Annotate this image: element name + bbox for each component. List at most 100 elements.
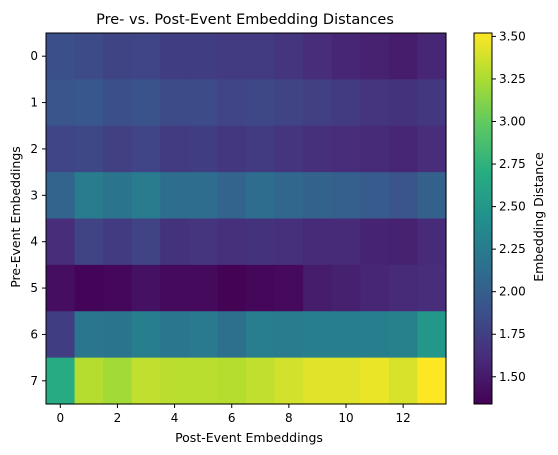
heatmap-cell [246,172,276,220]
heatmap-cell [74,125,104,173]
heatmap-cell [160,264,190,312]
heatmap-cell [217,311,247,359]
colorbar-tick-label: 2.00 [499,285,526,299]
heatmap-cell [46,125,76,173]
heatmap-cell [103,79,133,127]
heatmap-cell [74,79,104,127]
y-tick-label: 4 [30,235,38,249]
heatmap-cell [360,125,390,173]
heatmap-cell [417,311,447,359]
heatmap-cell [331,357,361,405]
colorbar-tick-label: 2.25 [499,242,526,256]
colorbar-ticks: 1.50 1.75 2.00 2.25 2.50 2.75 3.00 3.25 3.50 [492,29,526,384]
x-tick-label: 8 [285,411,293,425]
heatmap-cell [188,264,219,312]
heatmap-cell [417,33,447,80]
heatmap-cell [246,125,276,173]
heatmap-cell [274,311,304,359]
heatmap-cell [331,33,361,80]
colorbar-tick-label: 2.75 [499,157,526,171]
chart-title: Pre- vs. Post-Event Embedding Distances [96,12,394,28]
y-axis-ticks: 0 1 2 3 4 5 6 7 [30,49,46,388]
heatmap-cell [331,311,361,359]
heatmap-cell [217,357,247,405]
heatmap-cell [360,79,390,127]
heatmap-cell [417,218,447,266]
colorbar-tick-label: 2.50 [499,200,526,214]
y-tick-label: 3 [30,188,38,202]
heatmap-cell [46,264,76,312]
heatmap-cell [103,264,133,312]
heatmap-cell [246,264,276,312]
heatmap-cell [303,172,333,220]
heatmap-cell [360,33,390,80]
heatmap-cell [131,264,161,312]
heatmap-cell [360,218,390,266]
heatmap-cell [274,172,304,220]
x-axis-ticks: 0 2 4 6 8 10 12 [56,404,411,425]
colorbar-tick-label: 3.50 [499,29,526,43]
heatmap-cell [303,125,333,173]
heatmap-cell [103,357,133,405]
heatmap-cell [74,357,104,405]
heatmap-cell [303,79,333,127]
heatmap-cell [46,172,76,220]
heatmap-cell [160,218,190,266]
heatmap-cell [303,33,333,80]
heatmap-cell [217,79,247,127]
x-tick-label: 10 [338,411,353,425]
heatmap-cell [360,311,390,359]
heatmap-cell [331,264,361,312]
heatmap-cell [103,311,133,359]
heatmap-cell [46,311,76,359]
heatmap-cell [331,125,361,173]
heatmap-cell [417,264,447,312]
y-tick-label: 6 [30,327,38,341]
heatmap-cell [131,33,161,80]
heatmap-cell [160,79,190,127]
heatmap-cell [46,79,76,127]
heatmap-cell [360,357,390,405]
heatmap-cell [74,311,104,359]
heatmap-cell [217,125,247,173]
x-tick-label: 0 [56,411,64,425]
heatmap-cell [188,125,219,173]
heatmap-cell [131,125,161,173]
heatmap-cell [103,172,133,220]
colorbar-label: Embedding Distance [531,152,546,282]
heatmap-cell [417,172,447,220]
heatmap-cell [246,357,276,405]
heatmap-cell [417,79,447,127]
heatmap-cell [274,125,304,173]
heatmap-cell [131,218,161,266]
heatmap-cell [331,79,361,127]
heatmap-cell [417,357,447,405]
heatmap-cell [274,357,304,405]
heatmap-cell [46,33,76,80]
heatmap-cell [331,172,361,220]
heatmap-cell [103,33,133,80]
heatmap-cell [160,357,190,405]
heatmap-cell [160,125,190,173]
heatmap-cell [188,357,219,405]
heatmap-cell [246,311,276,359]
heatmap-cell [188,218,219,266]
heatmap-cell [303,264,333,312]
heatmap-cell [388,311,419,359]
heatmap-cell [74,218,104,266]
heatmap-cell [246,33,276,80]
colorbar-tick-label: 3.25 [499,72,526,86]
y-axis-label: Pre-Event Embeddings [8,146,23,288]
x-axis-label: Post-Event Embeddings [175,430,323,445]
x-tick-label: 12 [396,411,411,425]
heatmap-cell [74,264,104,312]
heatmap-cell [160,33,190,80]
heatmap-cell [246,218,276,266]
heatmap-cell [388,264,419,312]
heatmap-cell [274,33,304,80]
heatmap-cell [188,33,219,80]
heatmap-cell [103,125,133,173]
heatmap-cell [188,172,219,220]
x-tick-label: 4 [171,411,179,425]
